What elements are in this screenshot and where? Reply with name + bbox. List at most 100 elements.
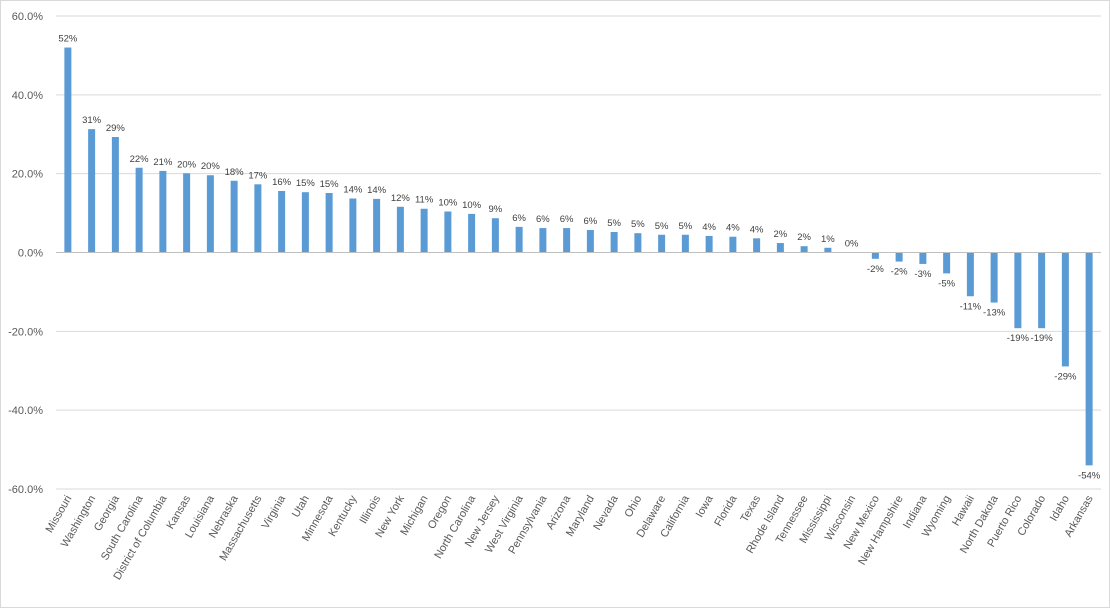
bar — [396, 206, 404, 253]
bar — [1061, 252, 1069, 367]
bar — [563, 228, 571, 253]
data-label: 2% — [774, 229, 788, 240]
data-label: 4% — [750, 224, 764, 235]
bar — [1085, 252, 1093, 466]
category-label: Iowa — [694, 493, 716, 520]
data-label: 9% — [489, 204, 503, 215]
bar — [658, 234, 666, 253]
bar — [990, 252, 998, 303]
data-label: -11% — [960, 301, 982, 312]
y-tick-label: 60.0% — [12, 11, 43, 23]
data-label: 29% — [106, 123, 126, 134]
bar — [135, 167, 143, 253]
data-label: -2% — [891, 267, 908, 278]
bar — [444, 211, 452, 253]
data-label: -29% — [1054, 371, 1077, 382]
bar — [88, 129, 96, 253]
category-label: Florida — [712, 493, 740, 529]
data-label: 2% — [797, 232, 811, 243]
bar — [301, 192, 309, 253]
bar — [230, 180, 238, 253]
data-label: 1% — [821, 234, 835, 245]
y-tick-label: 20.0% — [12, 169, 43, 181]
data-label: -13% — [983, 308, 1006, 319]
y-tick-label: -40.0% — [8, 405, 43, 417]
bars — [64, 47, 1093, 466]
bar — [491, 218, 499, 253]
data-label: 20% — [177, 159, 197, 170]
data-label: 22% — [130, 154, 150, 165]
data-label: 14% — [343, 184, 363, 195]
bar — [420, 208, 428, 253]
bar — [800, 246, 808, 253]
category-label: Virginia — [260, 493, 289, 531]
data-label: 5% — [655, 221, 669, 232]
data-label: 4% — [726, 223, 740, 234]
bar — [539, 228, 547, 253]
data-label: 5% — [631, 219, 645, 230]
bar — [468, 213, 476, 253]
bar — [776, 243, 784, 253]
bar — [729, 236, 737, 253]
bar — [943, 252, 951, 274]
data-label: 4% — [702, 222, 716, 233]
data-label: 11% — [415, 195, 434, 206]
bar — [1038, 252, 1046, 329]
data-labels: 52%31%29%22% 21% 20% 20%18% 17%16% 15% 15%14% 1… — [58, 34, 1100, 482]
category-label: Ohio — [622, 494, 644, 520]
data-label: 52% — [58, 34, 78, 45]
data-label: 16% — [272, 177, 292, 188]
data-label: 5% — [607, 218, 621, 229]
bar — [895, 252, 903, 262]
bar — [373, 198, 381, 253]
data-label: -3% — [914, 269, 931, 280]
bar — [515, 226, 523, 253]
data-label: 14% — [367, 185, 387, 196]
bar — [919, 252, 927, 264]
gridlines — [56, 15, 1101, 490]
data-label: 0% — [845, 239, 859, 250]
bar — [325, 192, 333, 253]
data-label: 18% — [225, 167, 245, 178]
data-label: 20% — [201, 161, 221, 172]
bar — [349, 198, 357, 253]
data-label: 6% — [536, 214, 550, 225]
bar — [159, 170, 167, 253]
bar — [871, 252, 879, 259]
data-label: 6% — [584, 216, 598, 227]
data-label: 6% — [512, 213, 526, 224]
data-label: -19% — [1031, 333, 1054, 344]
category-label: Utah — [290, 494, 312, 520]
data-label: 15% — [320, 179, 340, 190]
bar — [64, 47, 72, 253]
data-label: 21% — [153, 157, 173, 168]
bar — [681, 234, 689, 253]
y-tick-label: 0.0% — [18, 248, 43, 260]
data-label: 5% — [679, 221, 693, 232]
category-label: Nevada — [591, 493, 621, 533]
bar — [1014, 252, 1022, 329]
data-label: 10% — [438, 198, 458, 209]
category-label: Idaho — [1048, 494, 1072, 524]
bar — [634, 233, 642, 253]
bar — [586, 230, 594, 253]
data-label: 15% — [296, 178, 316, 189]
data-label: 10% — [462, 200, 482, 211]
y-tick-label: -20.0% — [8, 326, 43, 338]
data-label: 17% — [248, 170, 268, 181]
data-label: 6% — [560, 214, 574, 225]
y-tick-label: -60.0% — [8, 484, 43, 496]
bar — [610, 232, 618, 253]
data-label: 12% — [391, 193, 411, 204]
y-axis-tick-labels: -60.0% -40.0% -20.0% 0.0% 20.0% 40.0% 60.0% — [8, 11, 43, 496]
data-label: -5% — [938, 278, 955, 289]
bar — [824, 247, 832, 253]
bar — [966, 252, 974, 297]
data-label: -2% — [867, 264, 884, 275]
bar — [254, 184, 262, 253]
bar — [206, 175, 214, 253]
y-tick-label: 40.0% — [12, 90, 43, 102]
